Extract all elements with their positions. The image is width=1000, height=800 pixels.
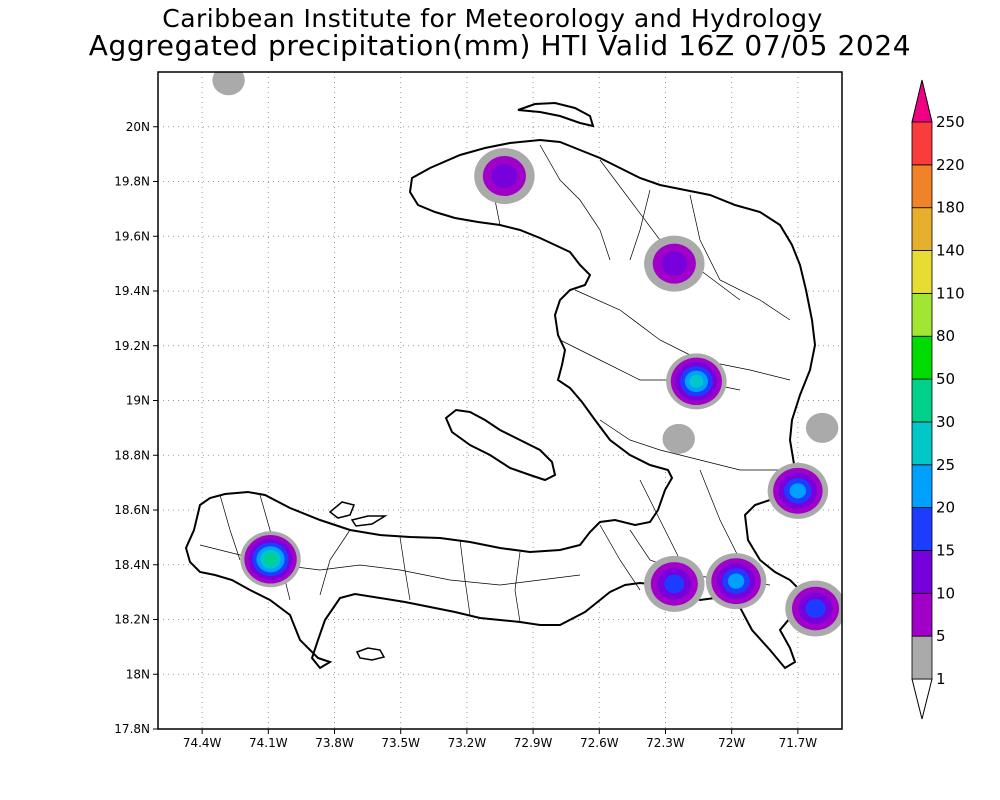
precip-contour bbox=[662, 423, 695, 454]
precip-contour bbox=[727, 573, 745, 589]
y-tick-label: 18.8N bbox=[114, 448, 150, 462]
colorbar-segment bbox=[911, 635, 933, 680]
precip-cell bbox=[212, 72, 245, 96]
y-tick-label: 19.2N bbox=[114, 339, 150, 353]
y-tick-label: 19.6N bbox=[114, 229, 150, 243]
colorbar-label: 140 bbox=[936, 242, 965, 260]
y-tick-label: 19.8N bbox=[114, 175, 150, 189]
x-tick-label: 73.8W bbox=[315, 736, 354, 750]
precip-cell bbox=[805, 412, 839, 443]
precip-contour bbox=[264, 553, 277, 565]
precip-cell bbox=[767, 462, 829, 519]
gonave-island bbox=[444, 408, 557, 482]
x-tick-label: 72.9W bbox=[514, 736, 553, 750]
colorbar-label: 10 bbox=[936, 584, 955, 602]
colorbar-segment bbox=[911, 207, 933, 251]
colorbar-over-arrow bbox=[911, 79, 933, 123]
y-tick-label: 18N bbox=[126, 667, 150, 681]
colorbar-segment bbox=[911, 507, 933, 551]
y-tick-label: 18.4N bbox=[114, 558, 150, 572]
colorbar-segment bbox=[911, 378, 933, 423]
cayemites-islands bbox=[328, 501, 388, 527]
colorbar-segment bbox=[911, 421, 933, 466]
colorbar-segment bbox=[911, 164, 933, 209]
precip-contour bbox=[664, 574, 685, 594]
y-tick-label: 19.4N bbox=[114, 284, 150, 298]
colorbar-under-arrow bbox=[911, 678, 933, 720]
precip-contour bbox=[212, 72, 245, 96]
precip-cell bbox=[666, 353, 727, 410]
y-tick-label: 19N bbox=[126, 394, 150, 408]
precip-cell bbox=[705, 553, 767, 610]
x-tick-label: 73.5W bbox=[381, 736, 420, 750]
precip-layer bbox=[212, 72, 842, 637]
x-tick-label: 72.6W bbox=[580, 736, 619, 750]
precip-cell bbox=[240, 531, 301, 588]
precip-cell bbox=[474, 148, 535, 205]
x-tick-label: 73.2W bbox=[448, 736, 487, 750]
title-line-2: Aggregated precipitation(mm) HTI Valid 1… bbox=[88, 29, 912, 62]
y-tick-label: 18.2N bbox=[114, 613, 150, 627]
precip-contour bbox=[661, 251, 688, 276]
colorbar-label: 80 bbox=[936, 327, 955, 345]
colorbar-segment bbox=[911, 250, 933, 294]
x-axis: 74.4W 74.1W 73.8W 73.5W 73.2W 72.9W 72.6W 72.3W… bbox=[183, 729, 817, 750]
colorbar-label: 25 bbox=[936, 456, 955, 474]
colorbar-segment bbox=[911, 335, 933, 380]
y-axis: 20N 19.8N 19.6N 19.4N 19.2N 19N 18.8N 18.6N 18.4… bbox=[114, 120, 158, 736]
x-tick-label: 71.7W bbox=[779, 736, 818, 750]
x-tick-label: 72W bbox=[718, 736, 745, 750]
x-tick-label: 74.1W bbox=[249, 736, 288, 750]
precip-contour bbox=[789, 483, 807, 499]
precip-cell bbox=[662, 423, 695, 454]
colorbar-segment bbox=[911, 464, 933, 509]
colorbar-label: 5 bbox=[936, 627, 946, 645]
colorbar-label: 15 bbox=[936, 541, 955, 559]
precip-contour bbox=[805, 599, 826, 618]
colorbar-label: 110 bbox=[936, 284, 965, 302]
colorbar-label: 250 bbox=[936, 113, 965, 131]
colorbar-segment bbox=[911, 550, 933, 594]
y-tick-label: 20N bbox=[126, 120, 150, 134]
colorbar-segment bbox=[911, 292, 933, 337]
colorbar-segment bbox=[911, 121, 933, 166]
colorbar-label: 20 bbox=[936, 499, 955, 517]
colorbar-label: 180 bbox=[936, 199, 965, 217]
colorbar-label: 1 bbox=[936, 670, 946, 688]
precip-contour bbox=[805, 412, 839, 443]
colorbar-label: 220 bbox=[936, 156, 965, 174]
y-tick-label: 18.6N bbox=[114, 503, 150, 517]
precip-cell bbox=[644, 555, 705, 612]
x-tick-label: 72.3W bbox=[646, 736, 685, 750]
y-tick-label: 17.8N bbox=[114, 722, 150, 736]
colorbar-segment bbox=[911, 592, 933, 637]
ile-a-vache bbox=[355, 647, 386, 661]
x-tick-label: 74.4W bbox=[183, 736, 222, 750]
precip-cell bbox=[644, 235, 705, 292]
colorbar-label: 50 bbox=[936, 370, 955, 388]
precip-contour bbox=[491, 164, 518, 189]
precip-cell bbox=[785, 580, 842, 637]
tortuga-island bbox=[517, 101, 595, 128]
precip-contour bbox=[689, 374, 704, 388]
colorbar-label: 30 bbox=[936, 413, 955, 431]
title-line-1: Caribbean Institute for Meteorology and … bbox=[162, 4, 823, 33]
